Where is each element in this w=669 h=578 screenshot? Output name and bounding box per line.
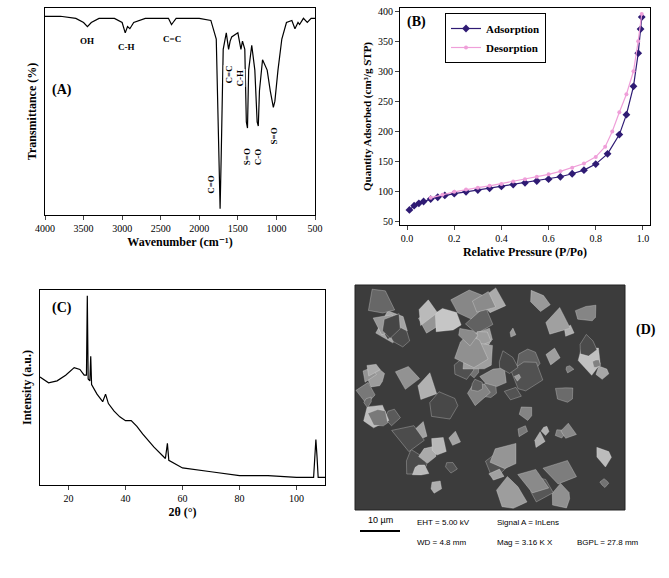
svg-text:4000: 4000 [35, 223, 55, 234]
svg-text:C=O: C=O [206, 175, 216, 194]
svg-text:200: 200 [378, 126, 393, 137]
svg-text:80: 80 [235, 493, 245, 504]
svg-text:60: 60 [178, 493, 188, 504]
svg-text:3500: 3500 [74, 223, 94, 234]
svg-text:WD = 4.8 mm: WD = 4.8 mm [417, 538, 466, 547]
svg-text:Mag = 3.16 K X: Mag = 3.16 K X [497, 538, 553, 547]
svg-text:400: 400 [378, 6, 393, 17]
svg-text:350: 350 [378, 36, 393, 47]
svg-text:Adsorption: Adsorption [486, 23, 539, 35]
svg-text:C=C: C=C [163, 34, 181, 44]
svg-text:C-H: C-H [235, 70, 245, 87]
svg-text:500: 500 [308, 223, 323, 234]
svg-text:0.0: 0.0 [401, 233, 414, 244]
svg-text:Quantity Adsorbed (cm³/g STP): Quantity Adsorbed (cm³/g STP) [361, 42, 374, 191]
svg-text:Wavenumber (cm⁻¹): Wavenumber (cm⁻¹) [127, 235, 232, 249]
svg-text:Transmittance (%): Transmittance (%) [25, 63, 39, 160]
svg-text:300: 300 [378, 66, 393, 77]
svg-text:C=C: C=C [224, 65, 234, 83]
svg-text:0.2: 0.2 [448, 233, 461, 244]
svg-text:2θ (°): 2θ (°) [168, 505, 196, 519]
svg-text:0.6: 0.6 [542, 233, 555, 244]
svg-text:0.8: 0.8 [590, 233, 603, 244]
svg-text:0.4: 0.4 [495, 233, 508, 244]
svg-text:150: 150 [378, 156, 393, 167]
svg-text:3000: 3000 [112, 223, 132, 234]
svg-text:40: 40 [121, 493, 131, 504]
svg-text:Relative Pressure (P/Po): Relative Pressure (P/Po) [463, 245, 587, 259]
svg-text:Intensity (a.u.): Intensity (a.u.) [20, 350, 34, 425]
svg-text:Signal A = InLens: Signal A = InLens [497, 518, 559, 527]
svg-text:Desorption: Desorption [486, 42, 538, 54]
svg-text:OH: OH [80, 36, 94, 46]
svg-text:S=O: S=O [269, 127, 279, 144]
svg-text:1500: 1500 [228, 223, 248, 234]
svg-text:(C): (C) [52, 300, 72, 316]
svg-text:C-O: C-O [253, 149, 263, 166]
svg-text:2500: 2500 [151, 223, 171, 234]
svg-text:(A): (A) [52, 82, 72, 98]
svg-text:1000: 1000 [266, 223, 286, 234]
svg-text:C-H: C-H [118, 42, 135, 52]
svg-text:BGPL = 27.8 mm: BGPL = 27.8 mm [577, 538, 639, 547]
svg-text:250: 250 [378, 96, 393, 107]
svg-text:S=O: S=O [242, 148, 252, 165]
svg-text:100: 100 [378, 186, 393, 197]
svg-text:50: 50 [383, 216, 393, 227]
svg-text:20: 20 [64, 493, 74, 504]
svg-text:1.0: 1.0 [637, 233, 650, 244]
svg-text:EHT = 5.00 kV: EHT = 5.00 kV [417, 518, 470, 527]
svg-text:10 µm: 10 µm [368, 515, 393, 525]
svg-text:100: 100 [289, 493, 304, 504]
svg-text:2000: 2000 [189, 223, 209, 234]
svg-text:(B): (B) [407, 14, 426, 30]
svg-text:(D): (D) [636, 322, 656, 338]
